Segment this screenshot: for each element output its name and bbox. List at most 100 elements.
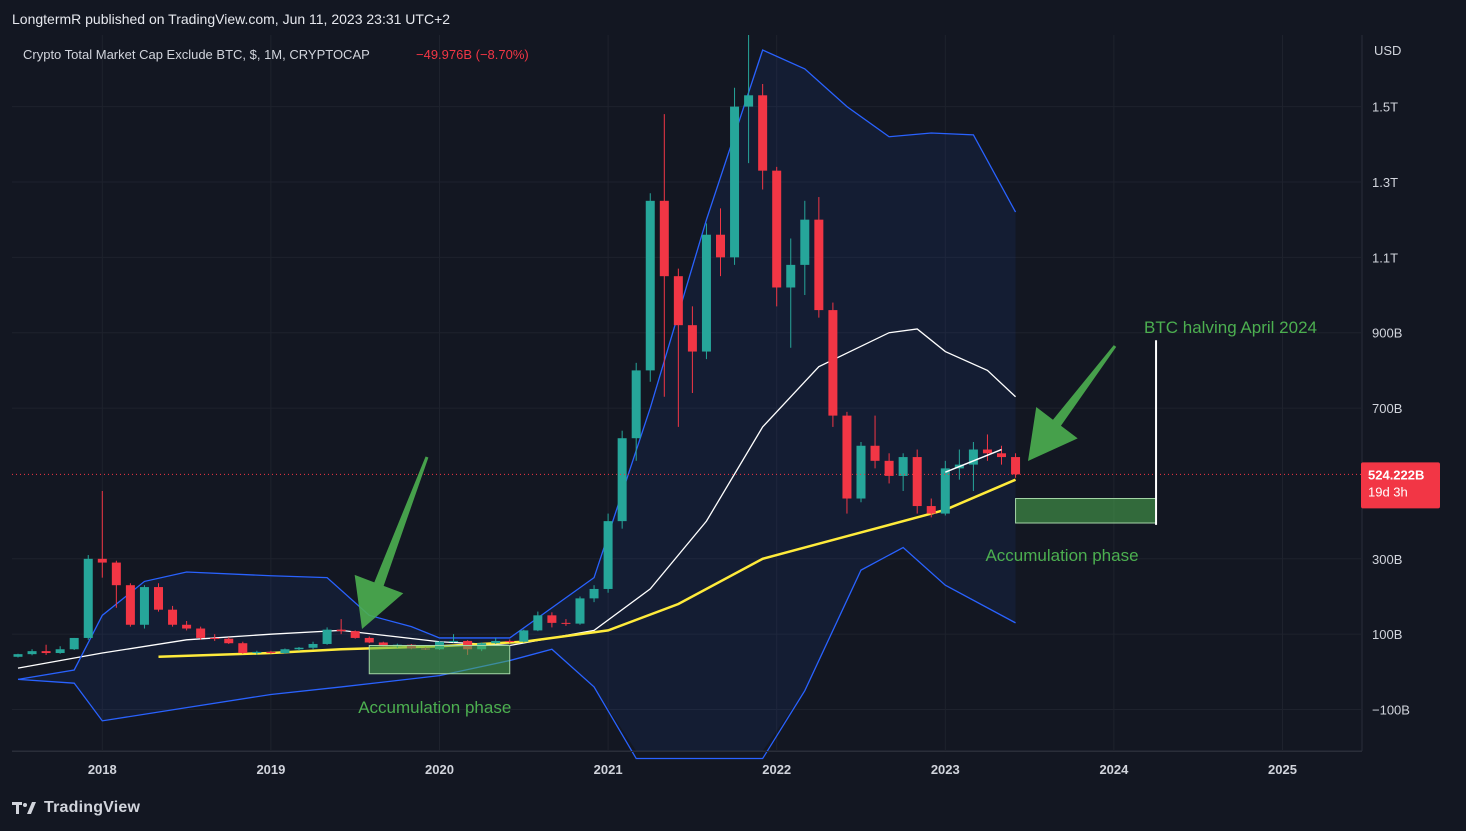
chart-frame[interactable]: Accumulation phase Accumulation phase BTC … [12,35,1452,787]
candle-body[interactable] [505,640,515,642]
candle-body[interactable] [519,630,529,642]
tradingview-logo-icon [12,800,38,816]
bottom-edge [12,751,1362,752]
price-axis-tick-label: 700B [1372,401,1402,416]
candle-body[interactable] [224,638,234,644]
down-arrow-2019[interactable] [354,456,429,629]
time-axis-tick-label: 2018 [88,762,117,777]
candle-body[interactable] [196,628,206,638]
candle-body[interactable] [13,654,23,657]
candle-body[interactable] [364,637,374,643]
accumulation-box[interactable] [1015,498,1157,524]
candle-body[interactable] [1011,457,1021,475]
candle-body[interactable] [814,219,824,311]
candle-body[interactable] [687,325,697,352]
candle-body[interactable] [336,629,346,632]
candle-body[interactable] [139,587,149,625]
candle-body[interactable] [631,370,641,439]
price-axis-panel[interactable] [1362,35,1452,751]
time-axis-panel[interactable] [12,752,1452,787]
candle-body[interactable] [912,457,922,507]
candle-body[interactable] [758,95,768,171]
candle-body[interactable] [968,449,978,465]
ma-line [158,478,1017,659]
time-axis-tick-label: 2025 [1268,762,1297,777]
candle-body[interactable] [800,219,810,265]
time-axis-tick-label: 2019 [256,762,285,777]
band_lower-line [17,546,1016,760]
time-axis-tick-label: 2023 [931,762,960,777]
candle-body[interactable] [294,647,304,650]
candle-body[interactable] [27,651,37,655]
candle-body[interactable] [83,558,93,638]
candlestick-chart[interactable]: Accumulation phase Accumulation phase BTC … [12,35,1452,787]
candle-body[interactable] [701,234,711,352]
candle-body[interactable] [547,615,557,623]
down-arrow-2023[interactable] [1028,345,1117,461]
candle-body[interactable] [842,415,852,499]
candle-body[interactable] [308,643,318,648]
candle-body[interactable] [603,521,613,589]
candle-body[interactable] [575,598,585,624]
trend-segment[interactable] [945,448,1002,473]
candle-body[interactable] [125,585,135,625]
candle-body[interactable] [111,562,121,586]
candle-body[interactable] [322,629,332,644]
halving-label: BTC halving April 2024 [1144,318,1317,337]
price-axis-currency: USD [1374,43,1401,58]
brand-label: TradingView [44,799,141,816]
accumulation-label-2: Accumulation phase [985,546,1138,565]
accumulation-box[interactable] [368,644,511,675]
price-tag[interactable] [1361,462,1440,509]
accumulation-label-1: Accumulation phase [358,698,511,717]
price-axis-tick-label: 100B [1372,627,1402,642]
candle-body[interactable] [69,637,79,650]
time-axis-tick-label: 2022 [762,762,791,777]
candle-body[interactable] [898,457,908,476]
candle-body[interactable] [772,170,782,288]
candle-body[interactable] [940,468,950,514]
candle-body[interactable] [870,445,880,461]
candle-body[interactable] [55,649,65,654]
candle-body[interactable] [449,640,459,642]
candle-body[interactable] [786,264,796,288]
candle-body[interactable] [856,445,866,499]
candle-body[interactable] [41,651,51,654]
candle-body[interactable] [645,200,655,371]
candle-body[interactable] [533,615,543,631]
candle-body[interactable] [982,449,992,454]
candle-body[interactable] [673,276,683,326]
candle-body[interactable] [926,506,936,514]
candle-body[interactable] [617,438,627,522]
candle-body[interactable] [730,106,740,258]
candle-body[interactable] [716,234,725,258]
candle-body[interactable] [97,558,107,563]
candle-body[interactable] [378,642,388,647]
candle-body[interactable] [154,587,163,610]
candle-body[interactable] [589,588,599,599]
candle-body[interactable] [997,453,1006,458]
candle-body[interactable] [744,95,754,107]
candle-body[interactable] [280,649,290,654]
candle-body[interactable] [238,643,248,654]
price-axis-tick-label: 1.1T [1372,250,1398,265]
price-axis-tick-label: 900B [1372,326,1402,341]
legend-change: −49.976B (−8.70%) [416,47,529,62]
candle-body[interactable] [828,310,838,416]
candle-body[interactable] [182,624,192,629]
candle-body[interactable] [659,200,669,277]
candle-body[interactable] [884,460,894,476]
candle-body[interactable] [266,651,276,654]
publisher-bar: LongtermR published on TradingView.com, … [0,0,1466,38]
candle-body[interactable] [210,637,220,639]
tradingview-brand[interactable]: TradingView [12,799,140,817]
candle-body[interactable] [168,609,178,625]
publisher-line: LongtermR published on TradingView.com, … [12,11,451,27]
candle-body[interactable] [561,622,571,624]
time-axis-tick-label: 2021 [594,762,623,777]
candle-body[interactable] [491,640,501,644]
price-axis-tick-label: 1.5T [1372,100,1398,115]
legend-symbol: Crypto Total Market Cap Exclude BTC, $, … [23,47,370,62]
candle-body[interactable] [252,651,262,654]
candle-body[interactable] [350,631,360,638]
